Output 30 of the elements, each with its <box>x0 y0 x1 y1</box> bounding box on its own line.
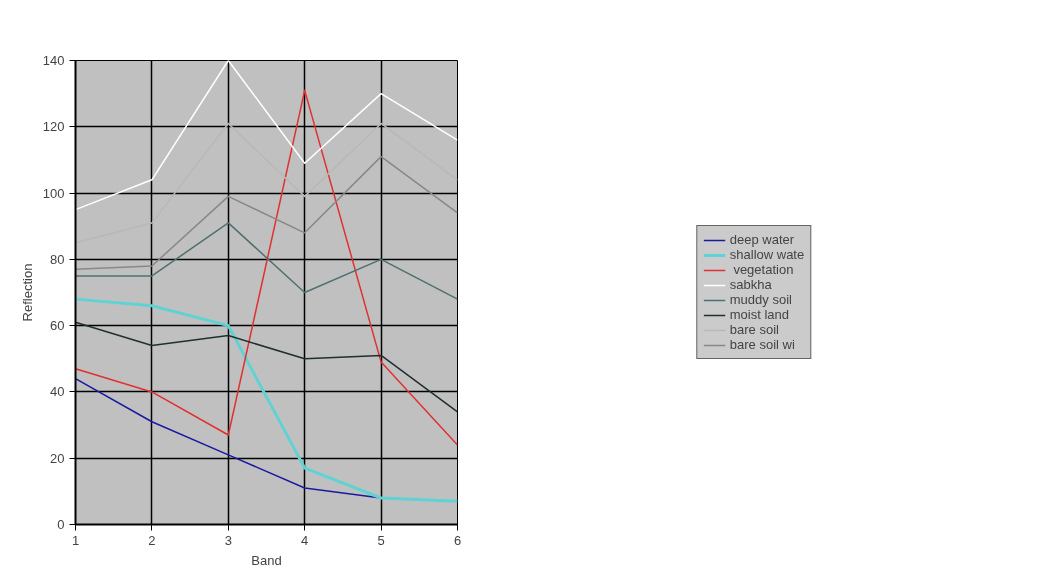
legend-label: deep water <box>729 232 795 247</box>
y-tick-label: 120 <box>42 119 65 135</box>
y-tick-label: 100 <box>42 185 65 201</box>
y-tick-label: 140 <box>42 53 65 68</box>
legend-label: bare soil <box>729 322 779 337</box>
y-tick-label: 60 <box>50 318 65 334</box>
y-axis-title: Reflection <box>19 263 35 322</box>
legend-label: moist land <box>729 307 790 322</box>
line-series <box>75 297 458 503</box>
legend-label: sabkha <box>729 277 772 292</box>
line-series <box>75 222 458 300</box>
x-tick-label: 1 <box>71 532 80 548</box>
legend-label: muddy soil <box>729 292 792 307</box>
y-tick-label: 40 <box>50 384 65 400</box>
y-tick-label: 20 <box>50 450 65 466</box>
line-series <box>75 321 458 413</box>
legend-label: bare soil wi <box>729 337 795 352</box>
x-tick-label: 3 <box>224 532 232 548</box>
legend-label: shallow wate <box>729 247 805 262</box>
x-tick-label: 4 <box>301 532 309 548</box>
x-tick-label: 6 <box>453 532 462 548</box>
y-tick-label: 0 <box>57 517 65 532</box>
x-tick-label: 2 <box>148 532 156 548</box>
y-tick-label: 80 <box>50 251 65 267</box>
x-axis-title: Band <box>251 552 282 568</box>
line-series <box>75 60 458 211</box>
line-series <box>75 155 458 271</box>
legend-label: vegetation <box>732 262 794 277</box>
x-tick-label: 5 <box>377 532 385 548</box>
line-series <box>75 89 458 446</box>
